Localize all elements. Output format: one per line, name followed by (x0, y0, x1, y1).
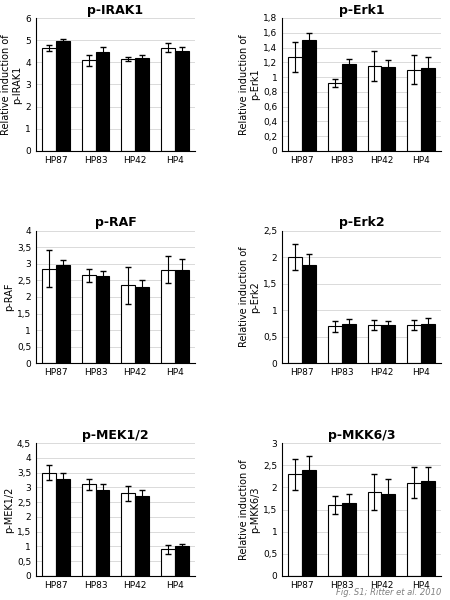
Bar (81, 484, 95, 576)
Y-axis label: Relative induction of
p-Erk2: Relative induction of p-Erk2 (238, 247, 260, 347)
Bar (95, 490, 109, 576)
Bar (288, 257, 302, 364)
Bar (368, 325, 382, 364)
Title: p-MKK6/3: p-MKK6/3 (328, 429, 396, 442)
Bar (421, 323, 435, 364)
Bar (328, 505, 342, 576)
Bar (135, 287, 149, 364)
Bar (421, 481, 435, 576)
Bar (288, 474, 302, 576)
Bar (81, 275, 95, 364)
Bar (56, 41, 70, 151)
Title: p-MEK1/2: p-MEK1/2 (82, 429, 148, 442)
Bar (161, 550, 175, 576)
Bar (135, 496, 149, 576)
Title: p-RAF: p-RAF (94, 217, 136, 229)
Bar (42, 48, 56, 151)
Bar (56, 479, 70, 576)
Bar (95, 277, 109, 364)
Bar (328, 326, 342, 364)
Bar (382, 494, 396, 576)
Bar (342, 323, 356, 364)
Bar (135, 58, 149, 151)
Bar (407, 483, 421, 576)
Bar (421, 68, 435, 151)
Bar (288, 57, 302, 151)
Bar (302, 40, 316, 151)
Bar (122, 59, 135, 151)
Bar (81, 60, 95, 151)
Bar (302, 470, 316, 576)
Title: p-Erk2: p-Erk2 (339, 217, 384, 229)
Bar (368, 66, 382, 151)
Bar (175, 547, 189, 576)
Bar (328, 83, 342, 151)
Bar (382, 325, 396, 364)
Bar (42, 269, 56, 364)
Bar (56, 265, 70, 364)
Bar (161, 270, 175, 364)
Bar (342, 64, 356, 151)
Y-axis label: Relative induction of
p-IRAK1: Relative induction of p-IRAK1 (1, 34, 22, 135)
Bar (368, 492, 382, 576)
Bar (161, 48, 175, 151)
Y-axis label: Relative induction of
p-Erk1: Relative induction of p-Erk1 (238, 34, 260, 135)
Y-axis label: Relative induction of
p-RAF: Relative induction of p-RAF (0, 247, 14, 347)
Bar (122, 493, 135, 576)
Y-axis label: Relative induction of
p-MKK6/3: Relative induction of p-MKK6/3 (238, 459, 260, 560)
Text: Fig. S1; Ritter et al. 2010: Fig. S1; Ritter et al. 2010 (336, 588, 441, 597)
Bar (175, 271, 189, 364)
Y-axis label: Relative induction of
p-MEK1/2: Relative induction of p-MEK1/2 (0, 459, 14, 560)
Bar (42, 473, 56, 576)
Bar (175, 51, 189, 151)
Bar (302, 265, 316, 364)
Title: p-Erk1: p-Erk1 (339, 4, 384, 17)
Bar (407, 325, 421, 364)
Title: p-IRAK1: p-IRAK1 (87, 4, 144, 17)
Bar (122, 286, 135, 364)
Bar (95, 52, 109, 151)
Bar (382, 67, 396, 151)
Bar (342, 503, 356, 576)
Bar (407, 70, 421, 151)
